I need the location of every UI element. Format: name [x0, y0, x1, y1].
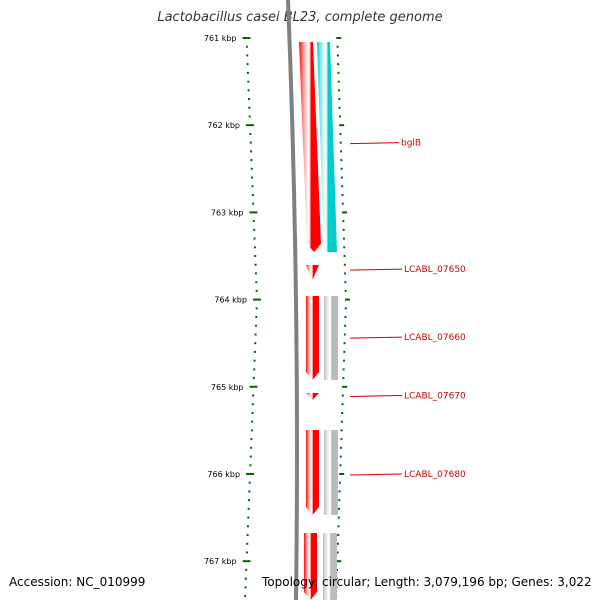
gene-arrow-forward: [306, 296, 319, 380]
gene-label-leader: [349, 268, 403, 271]
tick-label: 763 kbp: [211, 208, 244, 217]
gene-block-rna: [317, 42, 337, 252]
gene-label: bglB: [401, 139, 421, 149]
gene-features: [299, 42, 338, 600]
gene-block-reverse: [324, 296, 338, 380]
tick-label: 765 kbp: [211, 383, 244, 392]
gene-label: LCABL_07670: [404, 392, 466, 402]
gene-block-reverse: [324, 430, 338, 515]
gene-arrow-forward: [306, 393, 319, 400]
tick-label: 767 kbp: [204, 557, 237, 566]
gene-label-leader: [349, 473, 403, 476]
gene-label: LCABL_07650: [404, 265, 466, 275]
gene-labels: bglB LCABL_07650 LCABL_07660 LCABL_07670 LCA…: [349, 139, 466, 480]
tick-label: 762 kbp: [207, 121, 240, 130]
gene-arrow-forward: [306, 430, 319, 515]
tick-label: 766 kbp: [207, 470, 240, 479]
gene-label-leader: [349, 142, 400, 145]
major-ticks: 761 kbp 762 kbp 763 kbp 764 kbp 765 kbp 766 k…: [204, 34, 261, 566]
map-title: Lactobacillus casei BL23, complete genom…: [157, 10, 443, 25]
accession-text: Accession: NC_010999: [9, 575, 146, 589]
gene-label-leader: [349, 395, 403, 398]
gene-label: LCABL_07660: [404, 333, 466, 343]
tick-label: 764 kbp: [214, 296, 247, 305]
minor-ticks: [244, 37, 350, 598]
gene-arrow-forward: [304, 533, 317, 600]
topology-text: Topology: circular; Length: 3,079,196 bp…: [262, 575, 592, 589]
tick-label: 761 kbp: [204, 34, 237, 43]
gene-label-leader: [349, 336, 403, 339]
gene-arrow-forward: [299, 42, 321, 252]
gene-block-reverse: [323, 533, 337, 600]
gene-label: LCABL_07680: [404, 470, 466, 480]
gene-arrow-forward: [306, 265, 319, 280]
genome-backbone: [286, 0, 299, 600]
